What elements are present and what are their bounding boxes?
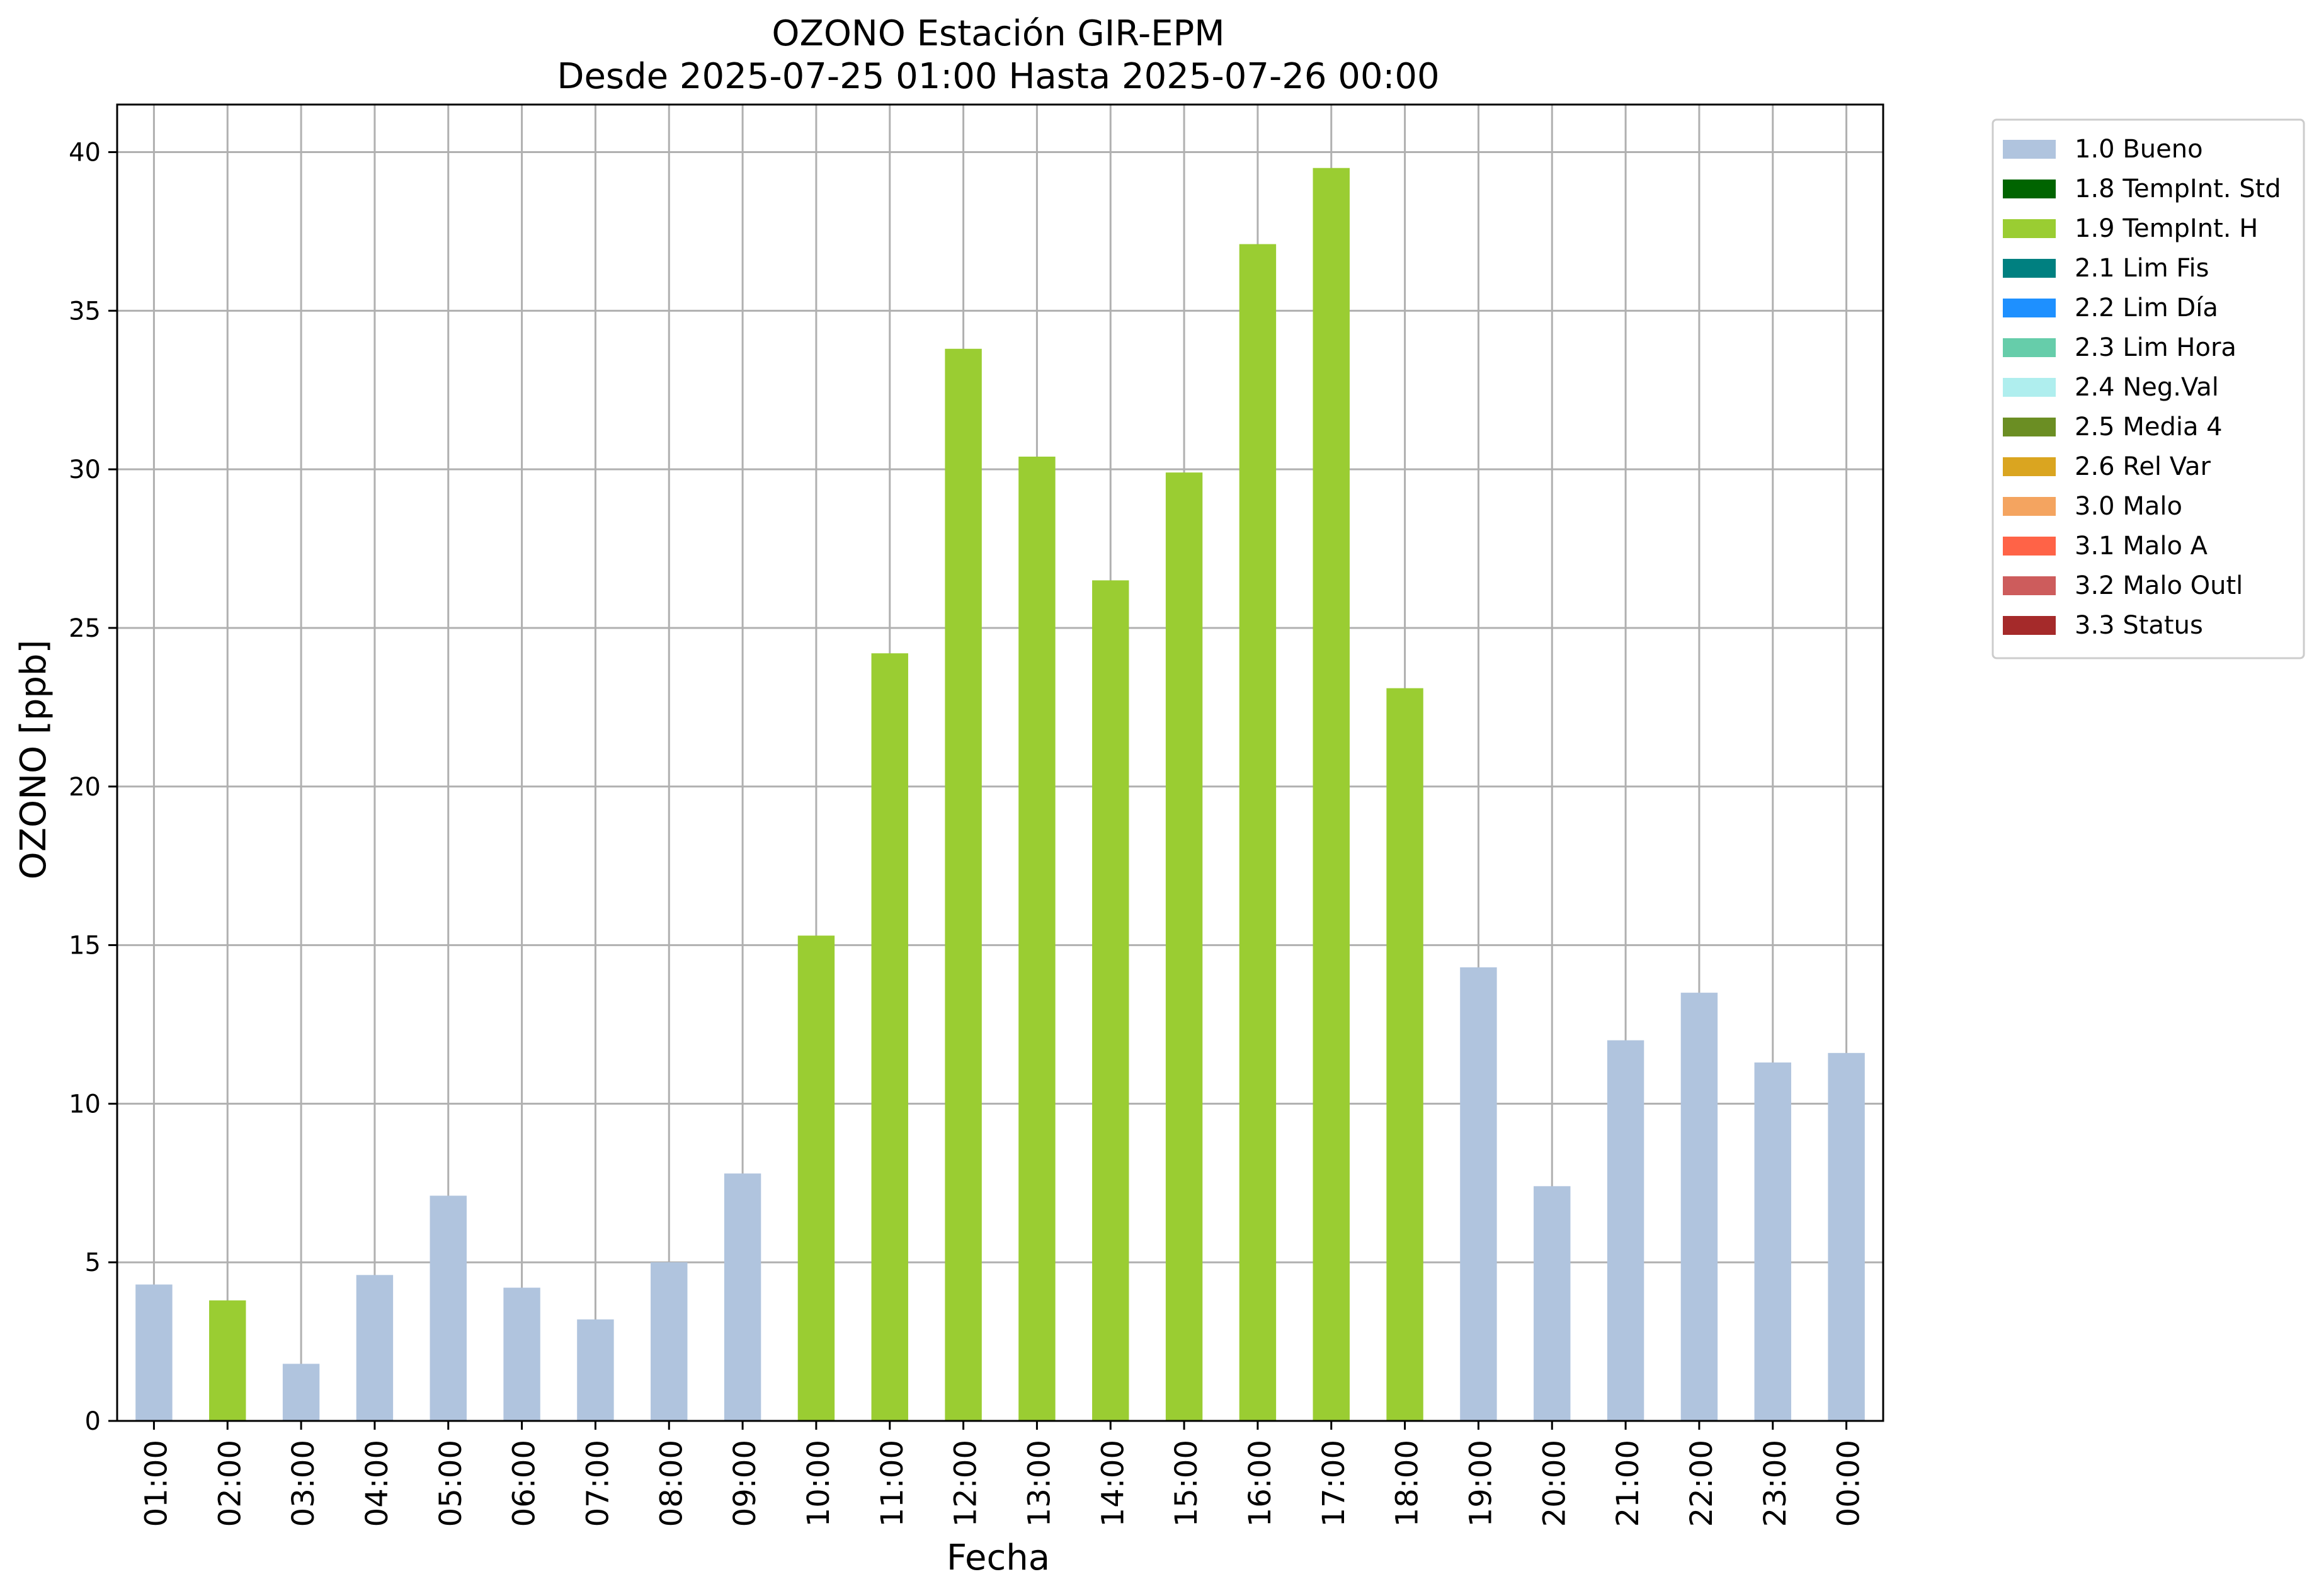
legend-swatch xyxy=(2003,338,2056,357)
bar-2100 xyxy=(1607,1040,1644,1421)
bar-0700 xyxy=(577,1319,614,1421)
x-tick-label: 22:00 xyxy=(1684,1440,1719,1527)
x-tick-label: 11:00 xyxy=(875,1440,910,1527)
legend-swatch xyxy=(2003,616,2056,635)
legend-label: 3.3 Status xyxy=(2075,611,2203,640)
legend-swatch xyxy=(2003,576,2056,595)
legend-swatch xyxy=(2003,299,2056,317)
x-tick-label: 20:00 xyxy=(1537,1440,1572,1527)
bar-1900 xyxy=(1460,967,1497,1421)
bar-1500 xyxy=(1165,472,1203,1421)
bar-1300 xyxy=(1018,457,1056,1422)
x-tick-label: 06:00 xyxy=(507,1440,542,1527)
legend-swatch xyxy=(2003,418,2056,436)
legend: 1.0 Bueno 1.8 TempInt. Std 1.9 TempInt. H 2… xyxy=(1991,118,2305,659)
bar-1100 xyxy=(871,653,908,1421)
bar-0600 xyxy=(503,1287,540,1421)
y-tick-label: 0 xyxy=(85,1407,101,1436)
legend-label: 3.0 Malo xyxy=(2075,492,2182,521)
bar-2200 xyxy=(1680,993,1718,1421)
bar-0400 xyxy=(356,1275,394,1421)
x-tick-label: 21:00 xyxy=(1610,1440,1646,1527)
x-tick-label: 03:00 xyxy=(286,1440,321,1527)
legend-label: 2.6 Rel Var xyxy=(2075,452,2211,481)
x-axis-label: Fecha xyxy=(947,1537,1050,1578)
x-tick-label: 19:00 xyxy=(1463,1440,1498,1527)
legend-swatch xyxy=(2003,140,2056,159)
legend-label: 1.0 Bueno xyxy=(2075,135,2203,164)
x-tick-label: 07:00 xyxy=(580,1440,615,1527)
bar-0000 xyxy=(1828,1052,1865,1421)
legend-swatch xyxy=(2003,497,2056,516)
x-tick-label: 09:00 xyxy=(727,1440,763,1527)
x-tick-label: 14:00 xyxy=(1095,1440,1131,1527)
y-tick-label: 5 xyxy=(85,1248,101,1277)
legend-swatch xyxy=(2003,219,2056,238)
legend-label: 1.8 TempInt. Std xyxy=(2075,174,2281,203)
bar-0500 xyxy=(430,1195,467,1421)
bar-0900 xyxy=(724,1173,761,1421)
chart-subtitle: Desde 2025-07-25 01:00 Hasta 2025-07-26 … xyxy=(557,56,1439,97)
chart-title: OZONO Estación GIR-EPM xyxy=(772,13,1224,54)
legend-label: 2.2 Lim Día xyxy=(2075,294,2218,322)
x-tick-label: 16:00 xyxy=(1243,1440,1278,1527)
bar-0300 xyxy=(282,1364,320,1421)
y-tick-label: 40 xyxy=(69,139,101,168)
y-axis-label: OZONO [ppb] xyxy=(13,640,54,880)
legend-label: 3.1 Malo A xyxy=(2075,532,2208,561)
y-tick-label: 25 xyxy=(69,614,101,643)
bar-0800 xyxy=(651,1262,688,1421)
y-tick-label: 35 xyxy=(69,297,101,326)
x-tick-label: 08:00 xyxy=(654,1440,689,1527)
x-tick-label: 10:00 xyxy=(801,1440,836,1527)
y-axis-ticks: 0 5 10 15 20 25 30 35 40 xyxy=(69,139,117,1436)
plot-area-frame xyxy=(116,103,1884,1422)
x-tick-label: 15:00 xyxy=(1169,1440,1204,1527)
bar-1800 xyxy=(1386,688,1423,1421)
x-tick-label: 23:00 xyxy=(1758,1440,1793,1527)
legend-box xyxy=(1991,118,2305,659)
legend-swatch xyxy=(2003,259,2056,278)
x-tick-label: 12:00 xyxy=(949,1440,984,1527)
legend-swatch xyxy=(2003,378,2056,397)
x-tick-label: 00:00 xyxy=(1832,1440,1867,1527)
bar-1000 xyxy=(797,935,835,1421)
legend-swatch xyxy=(2003,537,2056,556)
legend-label: 1.9 TempInt. H xyxy=(2075,214,2258,243)
bar-1400 xyxy=(1092,580,1129,1422)
x-tick-label: 04:00 xyxy=(360,1440,395,1527)
bar-0100 xyxy=(135,1284,173,1421)
x-tick-label: 13:00 xyxy=(1022,1440,1057,1527)
legend-label: 2.3 Lim Hora xyxy=(2075,333,2236,362)
x-tick-label: 17:00 xyxy=(1316,1440,1352,1527)
y-tick-label: 10 xyxy=(69,1090,101,1119)
bar-1700 xyxy=(1313,168,1350,1421)
bar-2300 xyxy=(1754,1062,1791,1421)
bars xyxy=(135,168,1865,1422)
x-tick-label: 18:00 xyxy=(1390,1440,1425,1527)
legend-label: 2.1 Lim Fis xyxy=(2075,254,2209,283)
x-tick-label: 05:00 xyxy=(433,1440,469,1527)
legend-label: 2.5 Media 4 xyxy=(2075,413,2223,442)
x-axis-ticks: 01:00 02:00 03:00 04:00 05:00 06:00 07:00 08:00… xyxy=(139,1421,1867,1527)
bar-0200 xyxy=(209,1300,246,1421)
legend-swatch xyxy=(2003,457,2056,476)
legend-swatch xyxy=(2003,180,2056,198)
bar-2000 xyxy=(1534,1186,1571,1421)
bar-1600 xyxy=(1239,244,1277,1422)
bar-1200 xyxy=(945,348,982,1421)
legend-label: 2.4 Neg.Val xyxy=(2075,373,2219,402)
y-tick-label: 20 xyxy=(69,773,101,802)
x-tick-label: 02:00 xyxy=(212,1440,248,1527)
y-tick-label: 15 xyxy=(69,932,101,960)
y-tick-label: 30 xyxy=(69,455,101,484)
legend-label: 3.2 Malo Outl xyxy=(2075,571,2243,600)
x-tick-label: 01:00 xyxy=(139,1440,174,1527)
